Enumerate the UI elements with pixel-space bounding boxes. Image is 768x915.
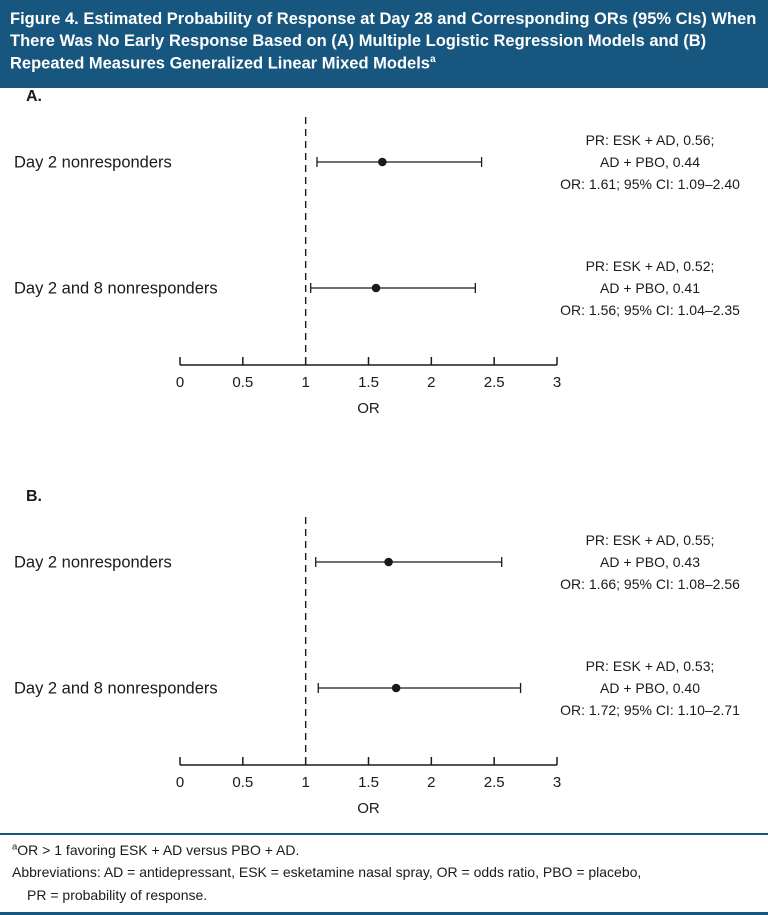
annotation-line: AD + PBO, 0.40	[600, 680, 700, 696]
annotation-line: PR: ESK + AD, 0.52;	[586, 258, 715, 274]
panel-a: A. 0 0.5 1 1.5 2 2.5 3 OR Day 2 nonresponders PR: …	[0, 88, 768, 488]
figure-title: Figure 4. Estimated Probability of Respo…	[10, 10, 757, 73]
annotation-line: OR: 1.56; 95% CI: 1.04–2.35	[560, 302, 740, 318]
annotation-line: AD + PBO, 0.43	[600, 554, 700, 570]
or-point	[384, 557, 393, 567]
panel-label: A.	[26, 88, 42, 105]
figure-title-bar: Figure 4. Estimated Probability of Respo…	[0, 0, 768, 88]
x-tick-label: 0	[176, 374, 184, 391]
x-tick-label: 2	[427, 774, 435, 791]
annotation-line: OR: 1.61; 95% CI: 1.09–2.40	[560, 176, 740, 192]
x-tick-label: 0.5	[232, 774, 253, 791]
x-tick-label: 1	[301, 374, 309, 391]
x-tick-label: 2	[427, 374, 435, 391]
footnote-abbreviations-line2: PR = probability of response.	[27, 886, 208, 903]
footnote-or-note-text: OR > 1 favoring ESK + AD versus PBO + AD…	[17, 842, 300, 858]
annotation-line: OR: 1.66; 95% CI: 1.08–2.56	[560, 576, 740, 592]
x-tick-label: 1.5	[358, 374, 379, 391]
row-label: Day 2 and 8 nonresponders	[14, 680, 218, 698]
or-point	[391, 683, 401, 693]
x-tick-label: 1.5	[358, 774, 379, 791]
forest-plot-panel-b: B. 0 0.5 1 1.5 2 2.5 3 OR Day 2 nonresponders PR: …	[14, 488, 740, 817]
or-point	[371, 283, 381, 293]
row-label: Day 2 nonresponders	[14, 554, 172, 572]
or-point	[378, 157, 387, 167]
x-tick-label: 0	[176, 774, 184, 791]
x-tick-label: 3	[553, 774, 561, 791]
x-axis-title: OR	[357, 400, 380, 417]
footnote-superscript: a	[12, 841, 18, 853]
x-tick-label: 1	[301, 774, 309, 791]
x-tick-label: 0.5	[232, 374, 253, 391]
annotation-line: PR: ESK + AD, 0.53;	[586, 658, 715, 674]
annotation-line: OR: 1.72; 95% CI: 1.10–2.71	[560, 702, 740, 718]
row-label: Day 2 and 8 nonresponders	[14, 280, 218, 298]
forest-plot-panel-a: A. 0 0.5 1 1.5 2 2.5 3 OR Day 2 nonresponders PR: …	[14, 88, 740, 417]
panel-label: B.	[26, 488, 42, 505]
footnote-or-note: aOR > 1 favoring ESK + AD versus PBO + A…	[12, 839, 756, 861]
figure-footnotes: aOR > 1 favoring ESK + AD versus PBO + A…	[0, 833, 768, 912]
x-tick-label: 2.5	[484, 374, 505, 391]
annotation-line: PR: ESK + AD, 0.56;	[586, 132, 715, 148]
footnote-abbreviations-line1: Abbreviations: AD = antidepressant, ESK …	[12, 864, 642, 881]
annotation-line: AD + PBO, 0.44	[600, 154, 700, 170]
annotation-line: PR: ESK + AD, 0.55;	[586, 532, 715, 548]
x-axis-title: OR	[357, 800, 380, 817]
panel-b: B. 0 0.5 1 1.5 2 2.5 3 OR Day 2 nonresponders PR: …	[0, 488, 768, 833]
row-label: Day 2 nonresponders	[14, 154, 172, 172]
x-tick-label: 2.5	[484, 774, 505, 791]
annotation-line: AD + PBO, 0.41	[600, 280, 700, 296]
x-tick-label: 3	[553, 374, 561, 391]
figure-title-superscript: a	[429, 53, 436, 65]
